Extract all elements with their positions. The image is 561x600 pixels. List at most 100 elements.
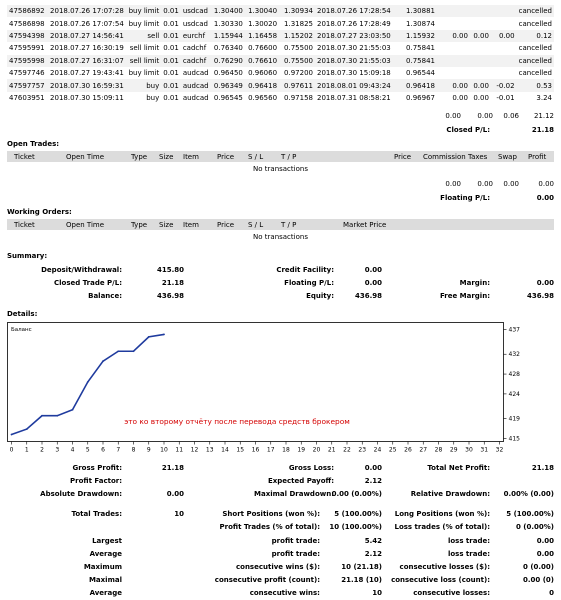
summary-floating-value: 0.00	[364, 279, 382, 287]
cell-close-price: 1.30874	[406, 19, 435, 28]
x-tick-label: 28	[435, 447, 443, 454]
cell-profit: cancelled	[516, 54, 554, 67]
cell-ticket: 47597757	[7, 79, 49, 92]
maximal-drawdown-label: Maximal Drawdown:	[254, 490, 334, 498]
maximal-label: Maximal	[88, 576, 122, 584]
average-profit-trade-label: profit trade:	[271, 550, 320, 558]
table-row: 47595991 2018.07.27 16:30:19 sell limit 0.0…	[7, 42, 554, 54]
x-tick-label: 18	[282, 447, 290, 454]
table-row: 47597746 2018.07.27 19:43:41 buy limit 0.01…	[7, 67, 554, 79]
cell-profit: 0.53	[516, 79, 554, 92]
closed-pl-value: 21.18	[531, 126, 554, 134]
cell-type: sell limit	[129, 44, 160, 53]
col-close-price: Price	[394, 153, 412, 161]
net-profit-value: 21.18	[531, 464, 554, 472]
cell-close-time: 2018.07.26 17:28:54	[314, 5, 393, 18]
cell-price: 0.96450	[213, 69, 243, 78]
floating-pl-label: Floating P/L:	[440, 194, 490, 202]
table-row: 47586892 2018.07.26 17:07:28 buy limit 0.01…	[7, 5, 554, 18]
cell-open-time: 2018.07.26 17:07:54	[50, 19, 124, 28]
cell-sl: 1.30020	[248, 19, 278, 28]
cell-price: 0.76340	[213, 44, 243, 53]
col-price: Price	[217, 153, 235, 161]
cell-taxes: 0.00	[473, 93, 489, 102]
col-item: Item	[183, 221, 199, 229]
cell-close-time: 2018.07.26 17:28:49	[316, 19, 391, 28]
y-tick-label: 424	[509, 391, 521, 398]
x-tick-label: 14	[221, 447, 229, 454]
long-positions-label: Long Positions (won %):	[394, 510, 490, 518]
table-row: 47603951 2018.07.30 15:09:11 buy 0.01 audcad…	[7, 92, 554, 104]
maximal-consecutive-profit-value: 21.18 (10)	[341, 576, 382, 584]
expected-payoff-value: 2.12	[364, 477, 382, 485]
col-ticket: Ticket	[14, 221, 35, 229]
cell-profit: cancelled	[518, 19, 552, 28]
equity-value: 436.98	[354, 292, 382, 300]
cell-item: eurchf	[180, 29, 211, 43]
col-size: Size	[159, 221, 174, 229]
x-tick-label: 13	[206, 447, 214, 454]
cell-open-time: 2018.07.30 15:09:11	[50, 93, 124, 102]
max-consecutive-losses-label: consecutive losses ($):	[399, 563, 490, 571]
y-tick-label: 415	[509, 436, 521, 443]
average-profit-trade-value: 2.12	[364, 550, 382, 558]
cell-type: sell limit	[125, 54, 162, 67]
x-tick-label: 5	[86, 447, 90, 454]
cell-profit: 0.12	[516, 29, 554, 43]
balance-point	[163, 333, 165, 336]
x-tick-label: 21	[328, 447, 336, 454]
closed-total-profit: 21.12	[533, 112, 554, 120]
cell-swap: 0.00	[490, 29, 517, 43]
details-title: Details:	[7, 310, 38, 318]
open-trades-header: Ticket Open Time Type Size Item Price S …	[7, 151, 554, 162]
cell-tp: 0.97611	[279, 79, 315, 92]
x-tick-label: 22	[343, 447, 351, 454]
open-trades-empty: No transactions	[253, 165, 308, 173]
x-tick-label: 32	[496, 447, 504, 454]
balance-point	[117, 350, 120, 353]
cell-ticket: 47594398	[7, 29, 49, 43]
balance-point	[10, 433, 13, 436]
chart-plot-area	[7, 322, 504, 442]
gross-loss-label: Gross Loss:	[288, 464, 334, 472]
cell-taxes	[470, 42, 491, 54]
chart-annotation: это ко второму отчёту после перевода сре…	[124, 417, 350, 426]
closed-total-commission: 0.00	[445, 112, 461, 120]
x-tick-label: 31	[480, 447, 488, 454]
cell-open-time: 2018.07.30 16:59:31	[48, 79, 126, 92]
cell-type: buy limit	[128, 19, 160, 28]
balance-chart: Баланс 0 1 2 3 4 5 6 7 8 9 10 11 12 13 14 15 16 17 18 19 20 2…	[7, 322, 521, 454]
max-consecutive-wins-value: 10 (21.18)	[341, 563, 382, 571]
cell-close-time: 2018.07.30 21:55:03	[316, 44, 391, 53]
col-type: Type	[131, 153, 148, 161]
x-tick-label: 9	[147, 447, 151, 454]
cell-item: cadchf	[180, 54, 211, 67]
balance-point	[102, 360, 104, 363]
cell-commission	[437, 42, 470, 54]
cell-ticket: 47595998	[7, 54, 49, 67]
cell-close-time: 2018.07.30 15:09:18	[316, 69, 391, 78]
total-trades-label: Total Trades:	[71, 510, 122, 518]
table-row: 47586898 2018.07.26 17:07:54 buy limit 0.01…	[7, 17, 554, 29]
cell-close-price: 0.96544	[406, 69, 435, 78]
cell-open-time: 2018.07.26 17:07:28	[48, 5, 126, 18]
col-market-price: Market Price	[343, 221, 387, 229]
free-margin-value: 436.98	[526, 292, 554, 300]
cell-sl: 0.76600	[248, 44, 278, 53]
cell-commission: 0.00	[437, 79, 470, 92]
x-tick-label: 26	[404, 447, 412, 454]
y-tick-label: 432	[509, 351, 521, 358]
cell-sl: 0.96560	[248, 93, 278, 102]
col-profit: Profit	[528, 153, 547, 161]
x-tick-label: 11	[175, 447, 183, 454]
cell-price: 0.76290	[210, 54, 245, 67]
largest-profit-trade-value: 5.42	[364, 537, 382, 545]
summary-title: Summary:	[7, 252, 48, 260]
table-row: 47597757 2018.07.30 16:59:31 buy 0.01 audcad…	[7, 79, 554, 92]
col-tp: T / P	[281, 153, 297, 161]
cell-close-time: 2018.07.30 21:55:03	[314, 54, 393, 67]
col-sl: S / L	[248, 153, 264, 161]
cell-tp: 0.75500	[284, 44, 313, 53]
y-tick-label: 419	[509, 416, 521, 423]
balance-point	[147, 335, 150, 338]
